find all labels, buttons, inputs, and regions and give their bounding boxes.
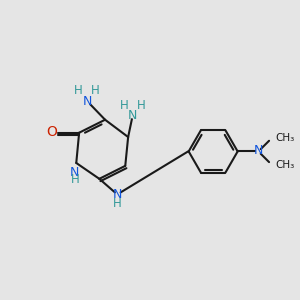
Text: H: H (137, 99, 146, 112)
Text: N: N (112, 188, 122, 201)
Text: H: H (91, 84, 99, 98)
Text: N: N (70, 166, 80, 179)
Text: N: N (83, 94, 92, 107)
Text: H: H (113, 197, 122, 210)
Text: N: N (128, 109, 137, 122)
Text: CH₃: CH₃ (276, 160, 295, 170)
Text: N: N (254, 143, 263, 157)
Text: H: H (119, 99, 128, 112)
Text: CH₃: CH₃ (276, 133, 295, 143)
Text: H: H (74, 84, 83, 98)
Text: H: H (70, 173, 79, 186)
Text: O: O (46, 125, 58, 139)
